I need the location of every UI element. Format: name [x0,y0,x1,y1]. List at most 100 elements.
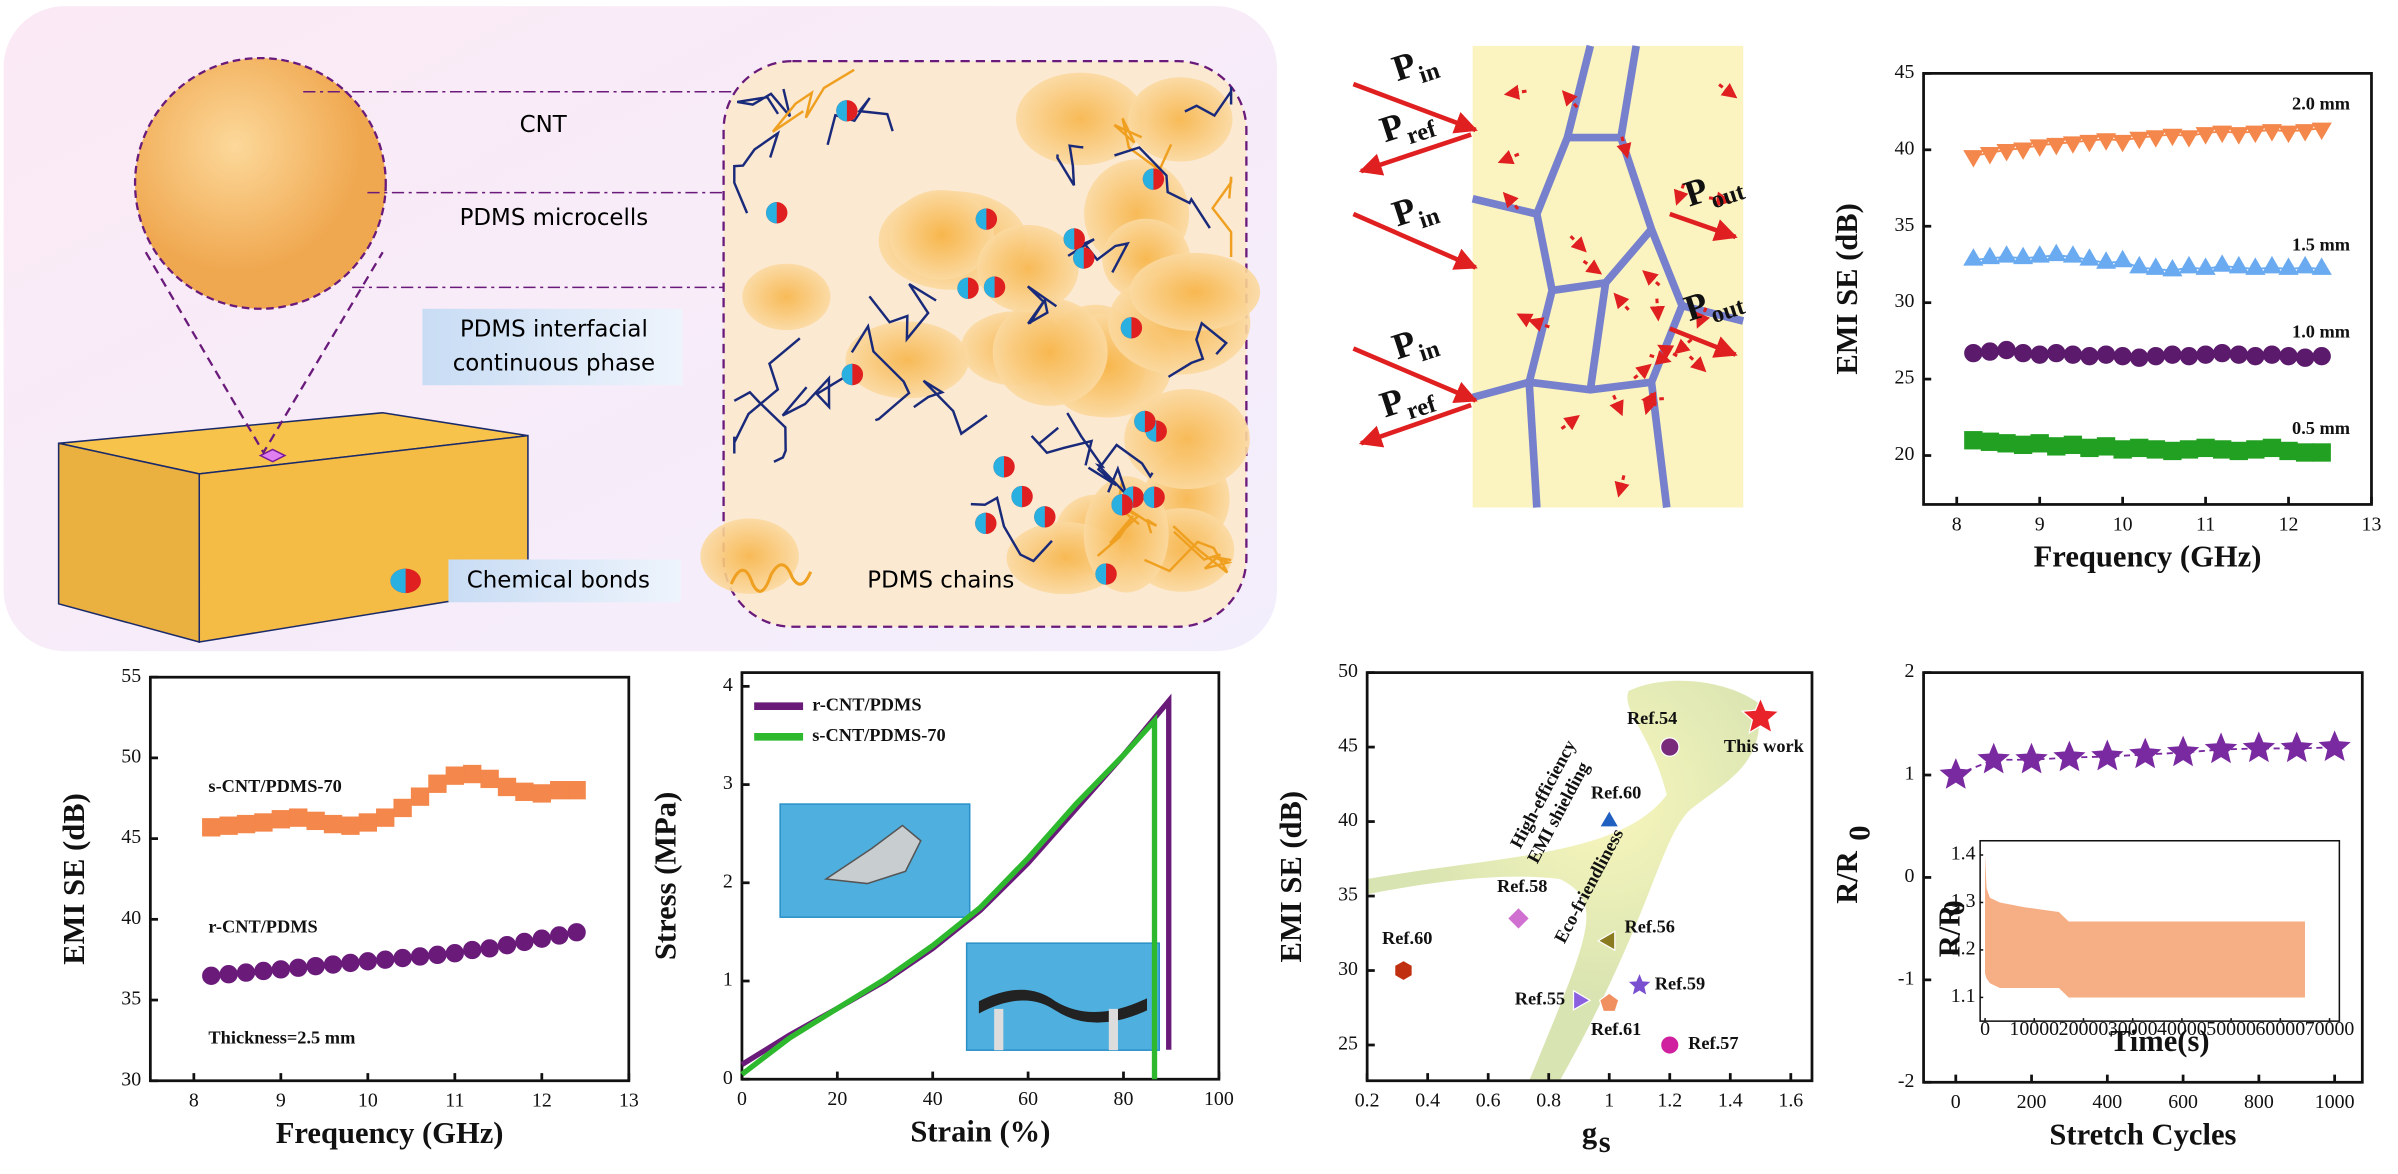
marker [2163,345,2182,364]
x-axis-title: Time(s) [2110,1024,2210,1058]
y-tick-label: 40 [1338,809,1358,831]
y-tick-label: 4 [723,674,733,696]
reflection-arrow [1673,183,1689,206]
marker [2063,345,2083,364]
cnt-chain [736,88,792,118]
label-background [448,559,681,603]
marker [1625,970,1654,998]
x-tick-label: 0.2 [1355,1090,1380,1112]
marker [2178,255,2199,274]
marker [2279,347,2298,366]
x-tick-label: 60 [1018,1088,1038,1110]
marker [2015,742,2048,774]
x-tick-label: 11 [2196,513,2215,535]
marker [2047,343,2066,363]
marker [2013,435,2033,455]
reflection-arrow [1613,292,1630,311]
reflection-arrow [1718,83,1738,99]
reflection-arrow [1497,149,1520,165]
x-tick-label: 12 [2279,513,2299,535]
reflection-arrow [1609,394,1624,417]
marker [1939,758,1972,789]
marker [2245,125,2266,144]
marker [271,810,291,829]
x-axis-title: Strain (%) [910,1114,1050,1148]
marker [497,777,517,797]
marker [2063,435,2083,455]
x-axis-title: g [1582,1116,1597,1150]
reflection-arrow [1633,363,1652,380]
wave-arrow [1352,81,1478,134]
marker [1598,809,1620,828]
marker [202,966,221,985]
bond [766,202,777,224]
microcell [1129,252,1261,331]
schematic-label: PDMS microcells [460,205,649,231]
x-tick-label: 0 [1951,1091,1961,1113]
x-tick-label: 8 [1952,513,1962,535]
y-tick-label: 0 [1904,865,1914,887]
marker [306,956,325,976]
cnt-chain [1173,530,1233,570]
reflection-arrow [1560,414,1580,431]
microcell [1128,77,1233,162]
reflection-arrow [1640,391,1664,407]
chart: 8 9 10 11 12 13 20 25 30 35 40 45 Frequency (GHz) EMI… [1830,61,2381,574]
marker [2112,134,2133,153]
axes-frame [1365,671,1814,1083]
y-tick-label: 40 [1895,137,1915,159]
marker [2030,345,2049,364]
marker [1977,742,2010,774]
y-tick-label: 1.2 [1951,937,1976,959]
marker [2213,440,2232,459]
x-tick-label: 13 [2362,513,2382,535]
marker [2162,128,2183,147]
reflection-arrow [1696,307,1711,329]
marker [2080,438,2099,458]
marker [550,926,569,945]
reflection-arrow [1649,350,1672,365]
marker [254,961,273,981]
x-tick-label: 13 [619,1090,639,1112]
bond [1143,486,1155,508]
x-tick-label: 20 [827,1088,847,1110]
y-axis-title: EMI SE (dB) [1274,791,1308,963]
schematic-label: Chemical bonds [467,567,650,593]
marker [219,965,238,984]
microcell [845,321,969,399]
marker [341,953,360,973]
marker [1996,245,2017,263]
bond [1063,228,1075,250]
point-label: Ref.54 [1627,708,1677,728]
marker [2130,438,2149,458]
marker [2113,347,2132,366]
marker [2295,443,2315,462]
marker [1996,143,2017,162]
chart: 0 20 40 60 80 100 0 1 2 3 4 Strain (%) Stress (MPa) r… [649,671,1234,1148]
marker [289,958,308,977]
x-tick-label: 0.6 [1476,1090,1501,1112]
point-label: This work [1724,736,1805,756]
point-label: Ref.58 [1497,876,1547,896]
marker [2146,347,2165,366]
internal-reflections [1497,83,1738,498]
reflection-arrow [1569,235,1587,253]
marker [567,781,586,800]
marker [2013,142,2034,160]
series-label: 1.0 mm [2292,321,2350,341]
x-tick-label: 50000 [2206,1018,2256,1040]
marker [2195,257,2216,275]
marker [2229,345,2248,364]
x-tick-label: 1.2 [1657,1090,1682,1112]
marker [2091,739,2124,771]
marker [480,939,499,958]
x-tick-label: 8 [189,1090,199,1112]
marker [2179,347,2199,366]
wave-label-sub: in [1415,335,1443,367]
cnt-chain [1113,117,1173,173]
marker [515,932,534,952]
x-tick-label: 80 [1114,1088,1134,1110]
x-tick-label: 9 [276,1090,286,1112]
x-tick-label: 1.4 [1718,1090,1743,1112]
